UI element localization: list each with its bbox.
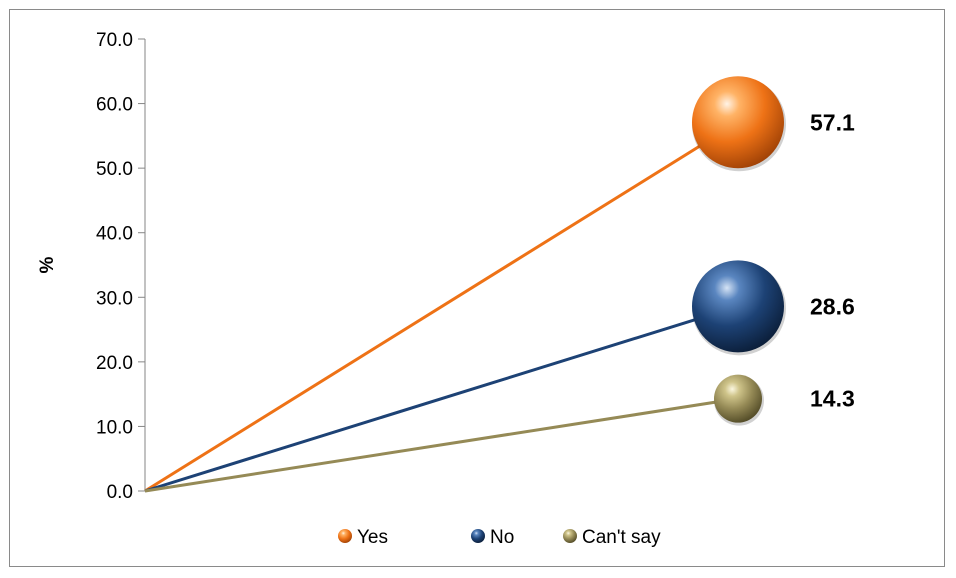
y-axis: 0.0 10.0 20.0 30.0 40.0 50.0 60.0 70.0% [37,30,146,503]
data-label-yes: 57.1 [810,109,855,135]
y-tick-label: 40.0 [96,224,133,245]
series-line-no [144,304,739,493]
legend-label-no: No [490,527,514,548]
y-axis-title: % [37,256,58,273]
data-label-can-t-say: 14.3 [810,386,855,412]
legend-label-yes: Yes [357,527,388,548]
bubble-yes [692,76,784,169]
y-tick-label: 60.0 [96,95,133,116]
bubble-can-t-say [714,374,762,423]
y-tick-label: 10.0 [96,417,133,438]
legend-marker-can-t-say [563,529,577,543]
data-label-no: 28.6 [810,293,855,319]
y-tick-label: 20.0 [96,353,133,374]
bubble-no [692,260,784,353]
legend-marker-no [471,529,485,543]
y-tick-label: 70.0 [96,30,133,51]
series-line-can-t-say [144,397,739,493]
legend-label-can-t-say: Can't say [582,527,661,548]
series-line-yes [144,121,739,493]
y-tick-label: 0.0 [107,482,133,503]
chart-frame [9,9,945,567]
data-labels: 57.1 28.6 14.3 [810,109,855,411]
series-lines [144,121,739,493]
legend-marker-yes [338,529,352,543]
series-bubbles [692,76,786,426]
y-tick-label: 30.0 [96,288,133,309]
legend: Yes No Can't say [338,527,661,548]
y-tick-label: 50.0 [96,159,133,180]
